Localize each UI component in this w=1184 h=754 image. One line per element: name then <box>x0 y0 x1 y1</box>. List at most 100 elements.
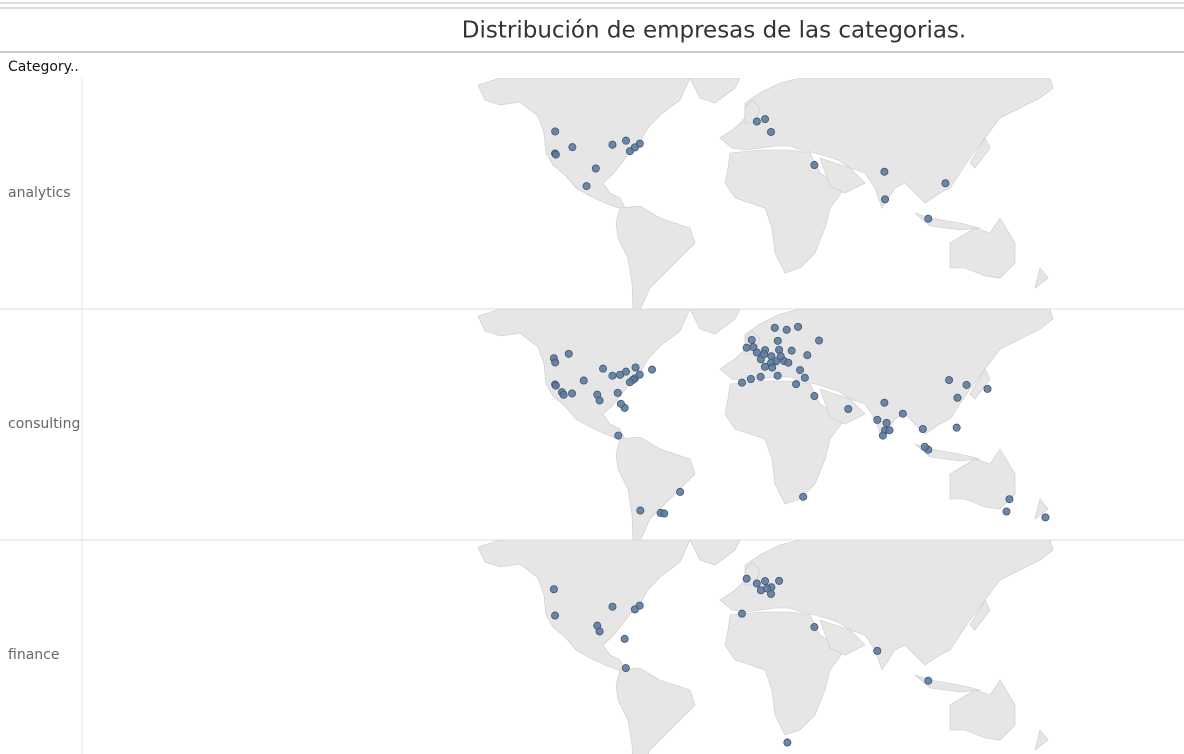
company-point <box>898 409 907 418</box>
company-point <box>620 634 629 643</box>
company-point <box>783 738 792 747</box>
panels: analytics consulting finance <box>0 78 1184 754</box>
company-point <box>761 577 770 586</box>
company-point <box>635 370 644 379</box>
company-point <box>752 117 761 126</box>
company-point <box>660 509 669 518</box>
basemap <box>477 78 1054 309</box>
company-point <box>621 367 630 376</box>
row-header: Category.. <box>8 59 79 75</box>
company-point <box>796 366 805 375</box>
company-point <box>815 336 824 345</box>
company-point <box>945 376 954 385</box>
row-label: consulting <box>8 416 80 432</box>
company-point <box>621 136 630 145</box>
company-point <box>920 442 929 451</box>
company-point <box>747 335 756 344</box>
company-point <box>756 372 765 381</box>
company-point <box>613 388 622 397</box>
company-point <box>770 323 779 332</box>
company-point <box>760 362 769 371</box>
map-panel <box>477 309 1054 540</box>
company-point <box>551 358 560 367</box>
company-point <box>878 431 887 440</box>
company-point <box>763 584 772 593</box>
company-point <box>742 574 751 583</box>
company-point <box>746 375 755 384</box>
company-point <box>631 363 640 372</box>
company-point <box>608 371 617 380</box>
company-point <box>635 139 644 148</box>
company-point <box>614 431 623 440</box>
title: Distribución de empresas de las categori… <box>462 18 966 44</box>
company-point <box>773 371 782 380</box>
company-point <box>918 425 927 434</box>
company-point <box>787 346 796 355</box>
company-point <box>549 585 558 594</box>
company-point <box>568 143 577 152</box>
company-point <box>873 415 882 424</box>
company-point <box>775 576 784 585</box>
row-label: analytics <box>8 185 71 201</box>
company-point <box>760 350 769 359</box>
company-point <box>800 373 809 382</box>
company-point <box>551 127 560 136</box>
company-point <box>621 664 630 673</box>
company-point <box>882 418 891 427</box>
company-point <box>794 322 803 331</box>
company-point <box>564 349 573 358</box>
company-point <box>962 380 971 389</box>
company-point <box>776 352 785 361</box>
company-point <box>608 140 617 149</box>
company-point <box>636 506 645 515</box>
company-point <box>881 195 890 204</box>
company-point <box>768 363 777 372</box>
company-point <box>599 364 608 373</box>
company-point <box>782 325 791 334</box>
company-point <box>810 623 819 632</box>
company-point <box>880 167 889 176</box>
map-panel <box>477 78 1054 309</box>
map-panel <box>477 540 1054 754</box>
company-point <box>737 609 746 618</box>
company-point <box>1005 495 1014 504</box>
company-point <box>551 611 560 620</box>
company-point <box>635 601 644 610</box>
company-point <box>591 164 600 173</box>
company-point <box>924 676 933 685</box>
company-point <box>579 376 588 385</box>
company-point <box>616 399 625 408</box>
company-point <box>742 343 751 352</box>
company-point <box>752 579 761 588</box>
company-point <box>761 115 770 124</box>
company-point <box>924 214 933 223</box>
company-point <box>737 378 746 387</box>
company-point <box>559 390 568 399</box>
company-point <box>625 378 634 387</box>
company-point <box>885 426 894 435</box>
company-point <box>767 127 776 136</box>
company-point <box>810 392 819 401</box>
company-point <box>1002 507 1011 516</box>
company-point <box>983 384 992 393</box>
company-point <box>784 358 793 367</box>
company-point <box>773 336 782 345</box>
company-point <box>595 396 604 405</box>
company-point <box>880 398 889 407</box>
company-point <box>648 365 657 374</box>
company-point <box>953 393 962 402</box>
company-point <box>792 380 801 389</box>
company-point <box>595 627 604 636</box>
company-point <box>551 150 560 159</box>
company-point <box>941 179 950 188</box>
company-point <box>952 423 961 432</box>
company-point <box>676 487 685 496</box>
company-point <box>810 161 819 170</box>
company-point <box>551 381 560 390</box>
company-point <box>767 589 776 598</box>
company-point <box>1041 513 1050 522</box>
company-point <box>799 492 808 501</box>
row-label: finance <box>8 647 59 663</box>
company-point <box>803 351 812 360</box>
